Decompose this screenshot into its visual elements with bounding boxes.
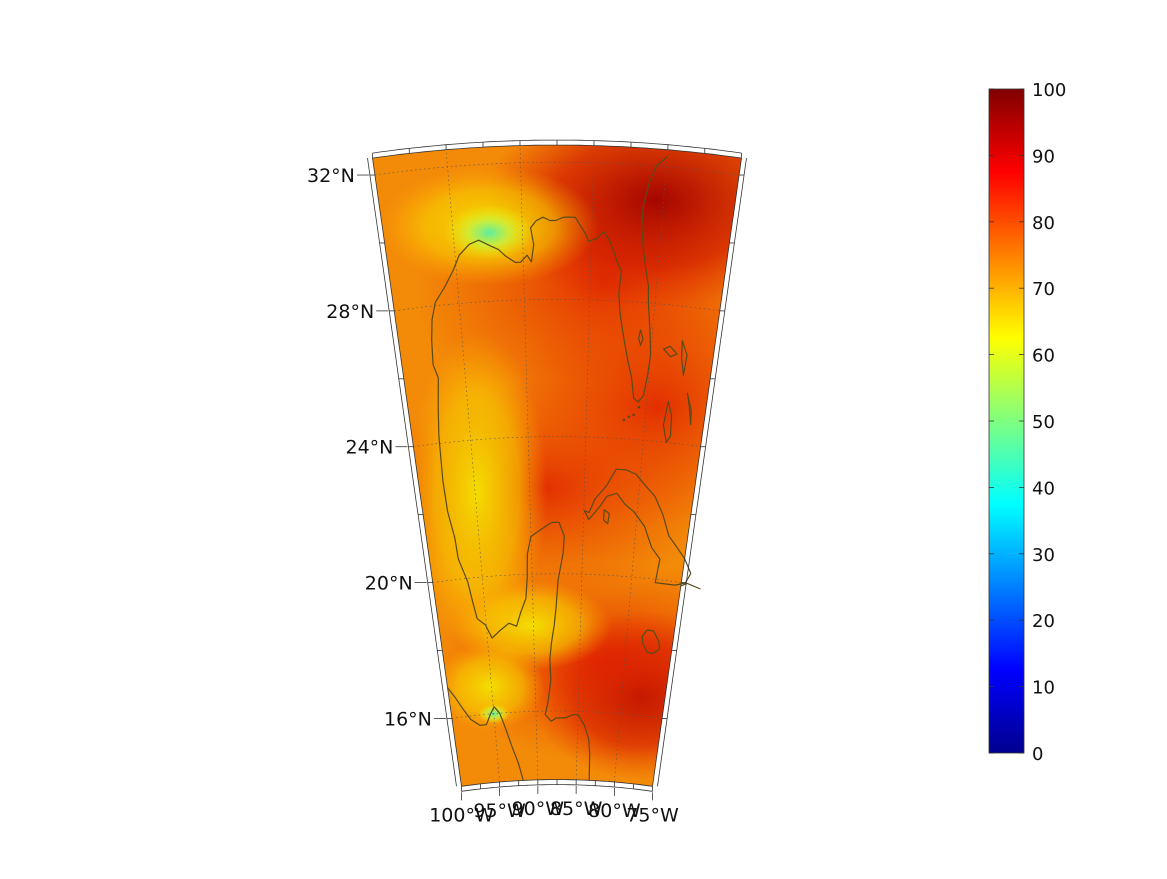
lon-label: 95°W (473, 800, 526, 822)
colorbar-tick-label: 20 (1032, 611, 1055, 632)
map-frame (367, 139, 747, 792)
longitude-labels: 100°W95°W90°W85°W80°W75°W (429, 785, 679, 826)
colorbar-tick-label: 90 (1032, 146, 1055, 167)
coast-gulf (431, 156, 668, 781)
colorbar-tick-label: 80 (1032, 213, 1055, 234)
colorbar-tick-label: 40 (1032, 478, 1055, 499)
lat-label: 32°N (307, 165, 355, 187)
colorbar-tick-label: 100 (1032, 80, 1066, 101)
lon-label: 85°W (550, 798, 603, 820)
field-red-atlantic (508, 287, 742, 528)
colorbar-ticks: 0 10 20 30 40 50 60 70 80 90 100 (989, 80, 1066, 765)
field-min-louisiana (444, 204, 535, 261)
coast-cuba (583, 468, 692, 586)
lon-label: 100°W (429, 804, 494, 826)
coast-florida-key (622, 418, 626, 422)
coast-eleuthera (686, 392, 692, 426)
colorbar-tick-label: 30 (1032, 545, 1055, 566)
parallel-line (432, 573, 682, 583)
colorbar: 0 10 20 30 40 50 60 70 80 90 100 (988, 80, 1066, 765)
coast-pacific (447, 687, 524, 781)
coastlines (431, 156, 701, 781)
parallel-line (413, 436, 701, 447)
colorbar-tick-label: 70 (1032, 279, 1055, 300)
coast-abaco (681, 340, 688, 376)
lat-label: 28°N (326, 301, 374, 323)
coast-florida-key (627, 415, 631, 419)
frame-outer-left (367, 158, 457, 787)
lat-label: 16°N (384, 708, 432, 730)
frame-outer-right (657, 158, 747, 787)
frame-outer-bottom (461, 784, 653, 792)
data-field (372, 145, 742, 787)
colorbar-ramp (988, 88, 1025, 754)
colorbar-tick-label: 10 (1032, 678, 1055, 699)
coast-isla-juventud (603, 509, 610, 525)
lon-label: 90°W (512, 798, 565, 820)
lat-label: 24°N (346, 437, 394, 459)
coast-lake-okeechobee (638, 329, 644, 346)
colorbar-tick-label: 50 (1032, 412, 1055, 433)
parallel-line (451, 710, 663, 719)
coast-jamaica (641, 629, 660, 654)
coast-grand-bahama (663, 345, 678, 358)
coast-hispaniola (680, 582, 701, 590)
field-yellow-yucatan (451, 580, 612, 671)
coast-florida-key (637, 405, 641, 409)
graticule (374, 145, 740, 783)
coast-andros (662, 400, 673, 443)
field-yellow-mexico (407, 331, 548, 652)
latitude-labels: 32°N 28°N 24°N 20°N 16°N (307, 165, 446, 730)
lon-label: 80°W (588, 800, 641, 822)
coast-florida-key (632, 413, 635, 417)
colorbar-tick-label: 60 (1032, 346, 1055, 367)
parallel-line (394, 299, 720, 312)
colorbar-tick-label: 0 (1032, 744, 1043, 765)
lat-label: 20°N (365, 573, 413, 595)
lon-label: 75°W (626, 804, 679, 826)
